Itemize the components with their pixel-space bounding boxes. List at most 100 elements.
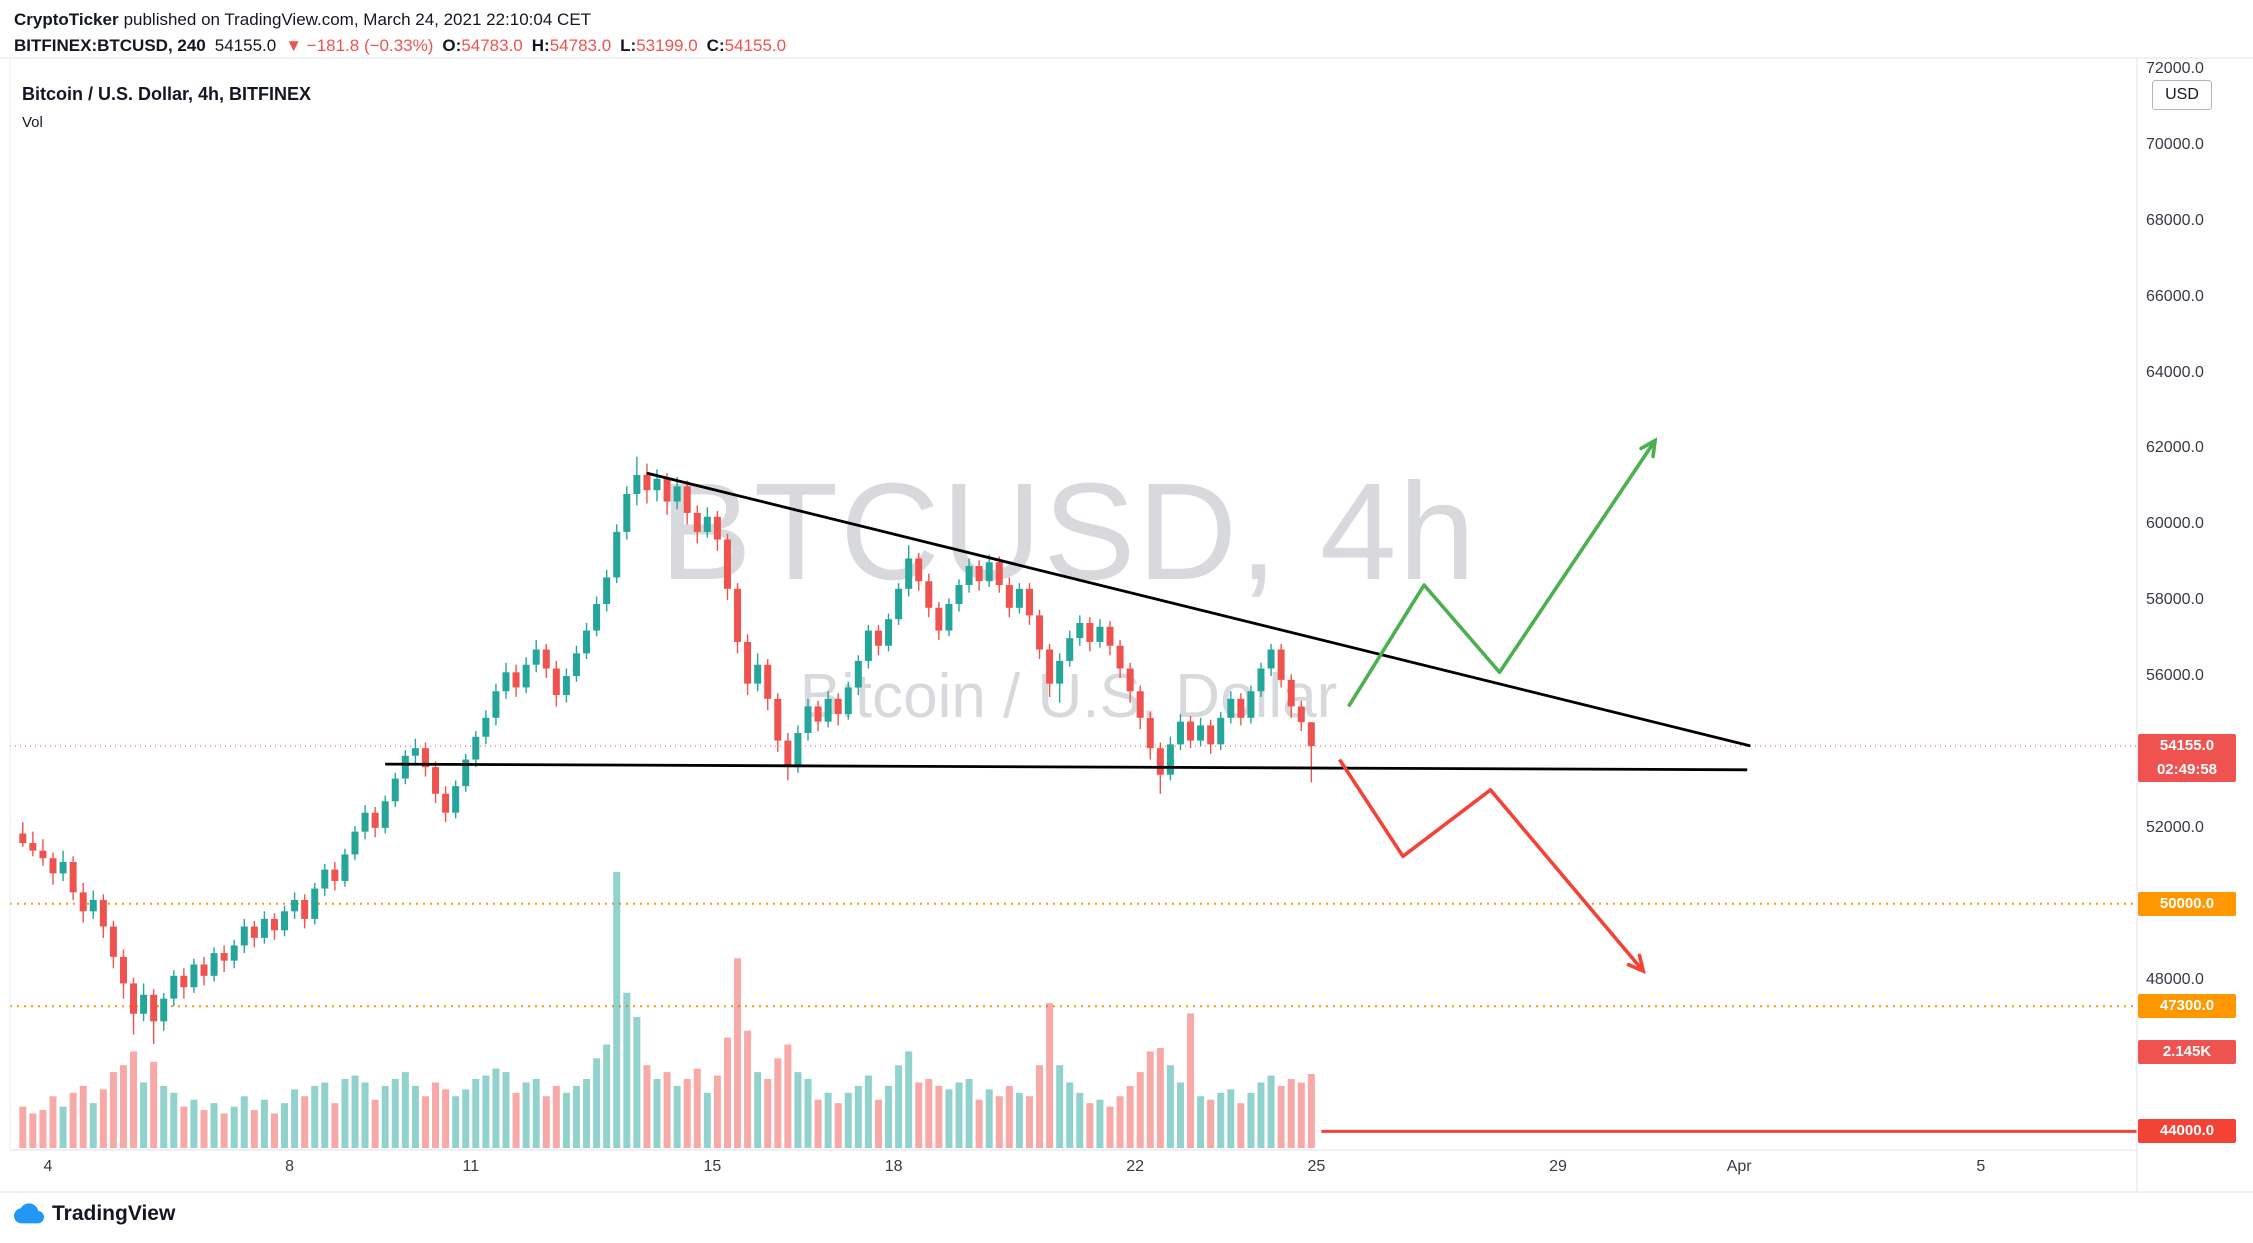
volume-bar (250, 1110, 258, 1148)
candle-body (230, 945, 238, 961)
level-47300-tag: 47300.0 (2138, 994, 2236, 1019)
tradingview-brand[interactable]: TradingView (14, 1202, 175, 1226)
level-lines-layer (10, 902, 2137, 1133)
candle-body (703, 516, 711, 532)
volume-bar (734, 958, 742, 1148)
volume-bar (1247, 1092, 1255, 1148)
trendline-descending-resistance (646, 471, 1751, 748)
candle-body (89, 899, 97, 912)
price-tick: 64000.0 (2146, 363, 2204, 381)
candle-body (834, 698, 842, 715)
volume-bar (512, 1092, 520, 1148)
tradingview-brand-text: TradingView (52, 1202, 176, 1225)
candle-body (1257, 668, 1265, 692)
candle-body (1005, 585, 1013, 608)
price-tick: 60000.0 (2146, 515, 2204, 533)
volume-bar (442, 1089, 450, 1148)
price-tick: 70000.0 (2146, 135, 2204, 153)
volume-bar (160, 1085, 168, 1148)
candle-body (99, 899, 107, 927)
candle-body (1116, 645, 1124, 669)
volume-bar (552, 1085, 560, 1148)
volume-tag: 2.145K (2138, 1040, 2236, 1064)
volume-bar (281, 1103, 289, 1148)
trendlines-layer (385, 471, 1751, 772)
candle-body (633, 474, 641, 494)
volume-bar (361, 1082, 369, 1148)
candle-body (1237, 698, 1245, 718)
tradingview-cloud-icon (14, 1203, 44, 1224)
candle-body (1126, 668, 1134, 692)
candle-body (1247, 691, 1255, 718)
time-tick: 5 (1976, 1158, 1986, 1175)
volume-bar (1005, 1085, 1013, 1148)
volume-bar (683, 1079, 691, 1148)
volume-bar (844, 1092, 852, 1148)
candle-body (130, 983, 138, 1014)
byline-author: CryptoTicker (14, 10, 119, 29)
candle-body (713, 516, 721, 540)
volume-bar (331, 1103, 339, 1148)
candle-body (784, 740, 792, 768)
volume-bar (1015, 1092, 1023, 1148)
volume-bar (29, 1113, 37, 1148)
volume-bar (874, 1099, 882, 1148)
candle-body (1106, 626, 1114, 646)
candle-body (250, 926, 258, 938)
candle-body (985, 562, 993, 582)
volume-bar (1267, 1075, 1275, 1148)
time-tick: 22 (1126, 1158, 1145, 1175)
volume-bar (301, 1096, 309, 1148)
candle-body (260, 918, 268, 938)
volume-bar (623, 992, 631, 1148)
volume-bar (663, 1072, 671, 1148)
candle-body (502, 672, 510, 692)
volume-bar (230, 1106, 238, 1148)
chart-legend[interactable]: Bitcoin / U.S. Dollar, 4h, BITFINEX Vol (22, 84, 311, 131)
volume-bar (703, 1092, 711, 1148)
volume-bar (1297, 1082, 1305, 1148)
candle-body (1096, 626, 1104, 642)
volume-bar (69, 1092, 77, 1148)
candle-body (492, 691, 500, 718)
candle-body (562, 676, 570, 696)
candle-body (452, 786, 460, 813)
byline-text: published on TradingView.com, March 24, … (123, 10, 592, 29)
separators-layer (0, 57, 2253, 1193)
volume-bar (1166, 1065, 1174, 1148)
volume-bar (804, 1079, 812, 1148)
candle-body (1146, 717, 1154, 749)
volume-bar (59, 1106, 67, 1148)
candle-body (915, 558, 923, 582)
candle-body (734, 588, 742, 642)
candle-body (814, 706, 822, 722)
quote-high: H:54783.0 (531, 36, 612, 55)
level-44000-tag: 44000.0 (2138, 1119, 2236, 1144)
volume-bar (965, 1079, 973, 1148)
candle-body (885, 619, 893, 646)
candle-body (119, 956, 127, 984)
candle-body (764, 664, 772, 699)
price-tick: 56000.0 (2146, 667, 2204, 685)
candle-body (1187, 721, 1195, 741)
volume-bar (1197, 1096, 1205, 1148)
candle-body (401, 755, 409, 779)
candle-body (411, 748, 419, 756)
candle-body (1176, 721, 1184, 745)
volume-bar (774, 1058, 782, 1148)
volume-bar (1136, 1072, 1144, 1148)
volume-bar (49, 1096, 57, 1148)
candle-body (1036, 615, 1044, 650)
candle-body (593, 603, 601, 631)
volume-bar (39, 1110, 47, 1148)
volume-bar (452, 1096, 460, 1148)
volume-bar (1227, 1089, 1235, 1148)
quote-change: ▼ −181.8 (−0.33%) (285, 34, 433, 58)
volume-bar (170, 1092, 178, 1148)
volume-bar (1056, 1065, 1064, 1148)
candle-body (854, 660, 862, 688)
candle-body (150, 994, 158, 1022)
candle-body (1086, 622, 1094, 642)
candle-body (653, 478, 661, 491)
